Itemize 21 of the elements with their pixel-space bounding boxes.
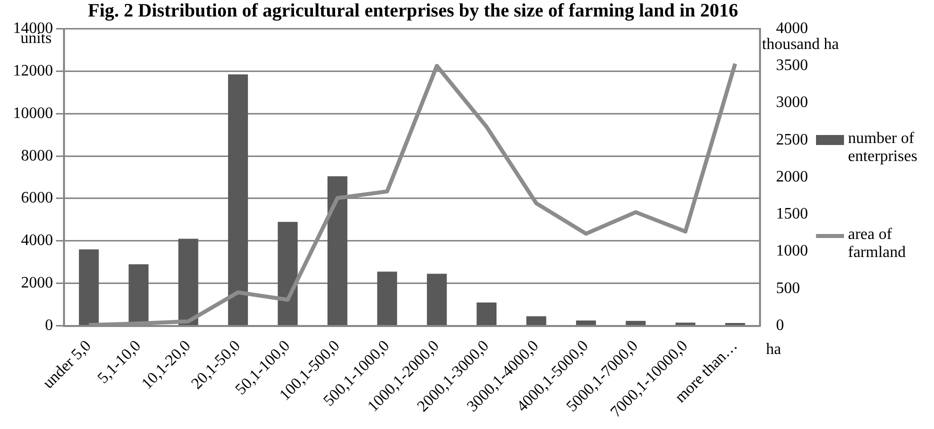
y2-tick-label: 2000 <box>776 168 808 186</box>
x-axis-title: ha <box>766 340 782 358</box>
y2-tick-label: 3000 <box>776 94 808 112</box>
y2-axis-title: thousand ha <box>762 36 839 53</box>
y-tick-label: 12000 <box>13 62 53 80</box>
y2-tick-label: 1500 <box>776 206 808 223</box>
y2-tick-label: 1000 <box>776 242 808 260</box>
legend-label: number of enterprises <box>848 130 918 166</box>
y2-tick-label: 500 <box>776 280 800 297</box>
y2-tick-label: 4000 <box>776 20 808 38</box>
y-tick-label: 8000 <box>21 147 53 164</box>
y2-tick-label: 0 <box>776 316 784 334</box>
y-tick-label: 6000 <box>21 190 53 207</box>
y-tick-label: 10000 <box>13 104 53 122</box>
y-tick-label: 4000 <box>21 232 53 250</box>
chart-title: Fig. 2 Distribution of agricultural enterprises by the size of farming land in 2016 <box>88 0 738 22</box>
y-tick-label: 2000 <box>21 274 53 292</box>
y2-tick-label: 3500 <box>776 57 808 74</box>
legend-label: area of farmland <box>848 226 907 262</box>
y-tick-label: 0 <box>45 316 53 334</box>
y2-tick-label: 2500 <box>776 131 808 148</box>
